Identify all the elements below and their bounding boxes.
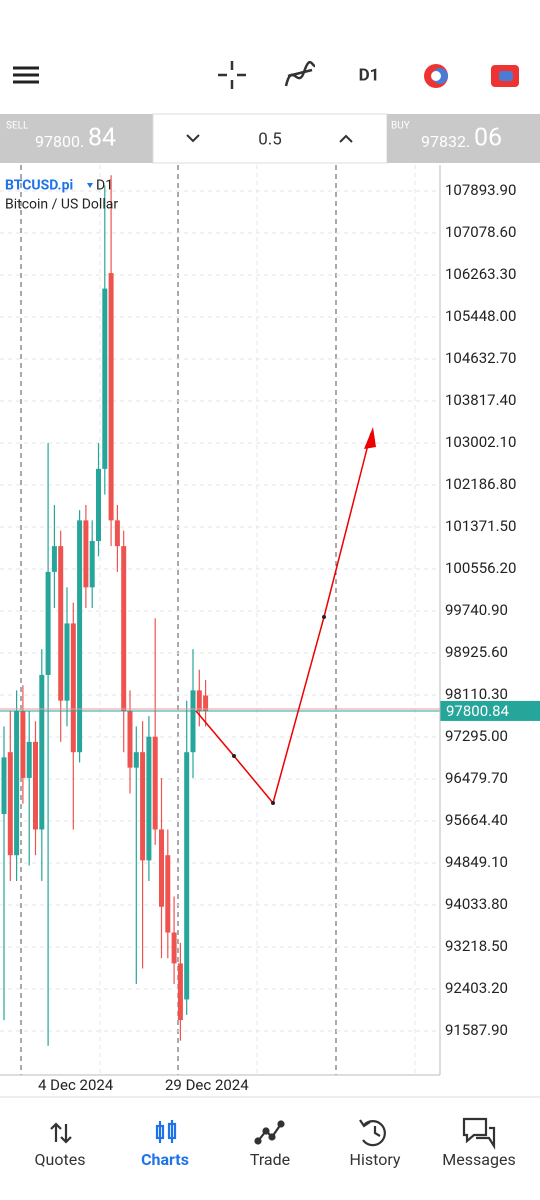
candle-body bbox=[152, 736, 158, 830]
buy-button[interactable] bbox=[387, 114, 540, 163]
buy-label: BUY bbox=[391, 121, 410, 132]
candle-body bbox=[83, 520, 89, 588]
bottom-nav: Quotes Charts Trade History Messages bbox=[35, 1150, 516, 1169]
x-tick-label: 4 Dec 2024 bbox=[38, 1076, 114, 1094]
nav-item[interactable]: Messages bbox=[442, 1150, 515, 1169]
x-tick-label: 29 Dec 2024 bbox=[165, 1076, 249, 1094]
y-tick-label: 100556.20 bbox=[445, 559, 516, 577]
timeframe-button[interactable]: D1 bbox=[359, 65, 380, 85]
trade-icon bbox=[254, 1120, 285, 1145]
messages-icon bbox=[462, 1117, 496, 1150]
current-price-box bbox=[440, 700, 540, 721]
candle-body bbox=[51, 546, 57, 572]
y-tick-label: 92403.20 bbox=[445, 979, 508, 997]
y-tick-label: 99740.90 bbox=[445, 601, 508, 619]
candle-body bbox=[127, 710, 133, 768]
sell-label: SELL bbox=[6, 121, 29, 132]
candle-body bbox=[146, 736, 152, 861]
y-tick-label: 106263.30 bbox=[445, 265, 516, 283]
candle-body bbox=[33, 741, 38, 830]
arrow-head bbox=[364, 427, 376, 449]
candle-body bbox=[20, 710, 26, 778]
candle-body bbox=[171, 932, 177, 964]
one-click-button[interactable] bbox=[491, 65, 519, 87]
volume: 0.5 bbox=[258, 129, 282, 149]
sell-button[interactable] bbox=[0, 114, 153, 163]
candle-body bbox=[121, 546, 127, 711]
sell-price: 97800. bbox=[35, 132, 84, 151]
nav-item[interactable]: Quotes bbox=[35, 1150, 86, 1169]
description: Bitcoin / US Dollar bbox=[5, 197, 118, 213]
y-tick-label: 91587.90 bbox=[445, 1021, 508, 1039]
volume-up[interactable] bbox=[339, 134, 353, 143]
candle-body bbox=[190, 690, 196, 753]
y-tick-label: 94849.10 bbox=[445, 853, 508, 871]
indicators-button[interactable] bbox=[284, 60, 316, 87]
menu-button[interactable] bbox=[13, 66, 39, 84]
candle-body bbox=[1, 757, 7, 815]
candle-body bbox=[108, 273, 114, 521]
timeframe: D1 bbox=[96, 178, 113, 194]
candle-body bbox=[64, 623, 70, 701]
drawing-point bbox=[271, 801, 275, 805]
candle-body bbox=[140, 752, 146, 861]
candle-body bbox=[70, 623, 76, 753]
candle-body bbox=[58, 546, 64, 701]
chart: 107893.90 107078.60 106263.30 105448.00 1046… bbox=[0, 165, 540, 1094]
candle-body bbox=[114, 520, 120, 547]
history-icon bbox=[359, 1119, 386, 1147]
y-tick-label: 107893.90 bbox=[445, 181, 516, 199]
candle-body bbox=[89, 540, 95, 588]
quotes-icon bbox=[50, 1122, 72, 1144]
y-tick-label: 96479.70 bbox=[445, 769, 508, 787]
candle-body bbox=[102, 288, 108, 469]
candle-body bbox=[14, 710, 20, 856]
candle-body bbox=[203, 695, 209, 711]
y-tick-label: 94033.80 bbox=[445, 895, 508, 913]
trade-mode-button[interactable] bbox=[424, 64, 448, 88]
buy-price: 97832. bbox=[421, 132, 470, 151]
volume-down[interactable] bbox=[186, 134, 200, 143]
y-tick-label: 102186.80 bbox=[445, 475, 516, 493]
candle-body bbox=[7, 752, 13, 856]
y-tick-label: 98110.30 bbox=[445, 685, 508, 703]
candle-body bbox=[26, 741, 32, 778]
trend-drawing bbox=[195, 432, 372, 805]
current-price-label: 97800.84 bbox=[446, 702, 510, 720]
y-tick-label: 97295.00 bbox=[445, 727, 508, 745]
y-tick-label: 105448.00 bbox=[445, 307, 516, 325]
nav-item[interactable]: History bbox=[350, 1150, 401, 1169]
candle-body bbox=[77, 520, 83, 753]
y-tick-label: 104632.70 bbox=[445, 349, 516, 367]
y-tick-label: 95664.40 bbox=[445, 811, 508, 829]
candle-body bbox=[196, 690, 202, 711]
buy-pips: 06 bbox=[474, 124, 502, 153]
candle-body bbox=[39, 674, 45, 830]
candle-body bbox=[165, 855, 171, 933]
candle-body bbox=[96, 468, 101, 541]
crosshair-button[interactable] bbox=[218, 61, 246, 89]
y-tick-label: 98925.60 bbox=[445, 643, 508, 661]
drawing-point bbox=[232, 754, 236, 758]
nav-item[interactable]: Trade bbox=[250, 1150, 290, 1169]
symbol-caret bbox=[87, 183, 93, 188]
y-tick-label: 93218.50 bbox=[445, 937, 508, 955]
candle-body bbox=[184, 752, 190, 1000]
candle-body bbox=[45, 571, 51, 675]
sell-pips: 84 bbox=[88, 124, 116, 153]
nav-item[interactable]: Charts bbox=[141, 1150, 189, 1169]
y-tick-label: 107078.60 bbox=[445, 223, 516, 241]
candle-body bbox=[133, 752, 139, 768]
y-tick-label: 103002.10 bbox=[445, 433, 516, 451]
drawing-point bbox=[322, 615, 326, 619]
y-tick-label: 103817.40 bbox=[445, 391, 516, 409]
candle-body bbox=[159, 829, 164, 907]
charts-icon bbox=[155, 1120, 177, 1143]
symbol: BTCUSD.pi bbox=[5, 178, 73, 194]
candle-body bbox=[177, 963, 183, 1021]
y-tick-label: 101371.50 bbox=[445, 517, 516, 535]
